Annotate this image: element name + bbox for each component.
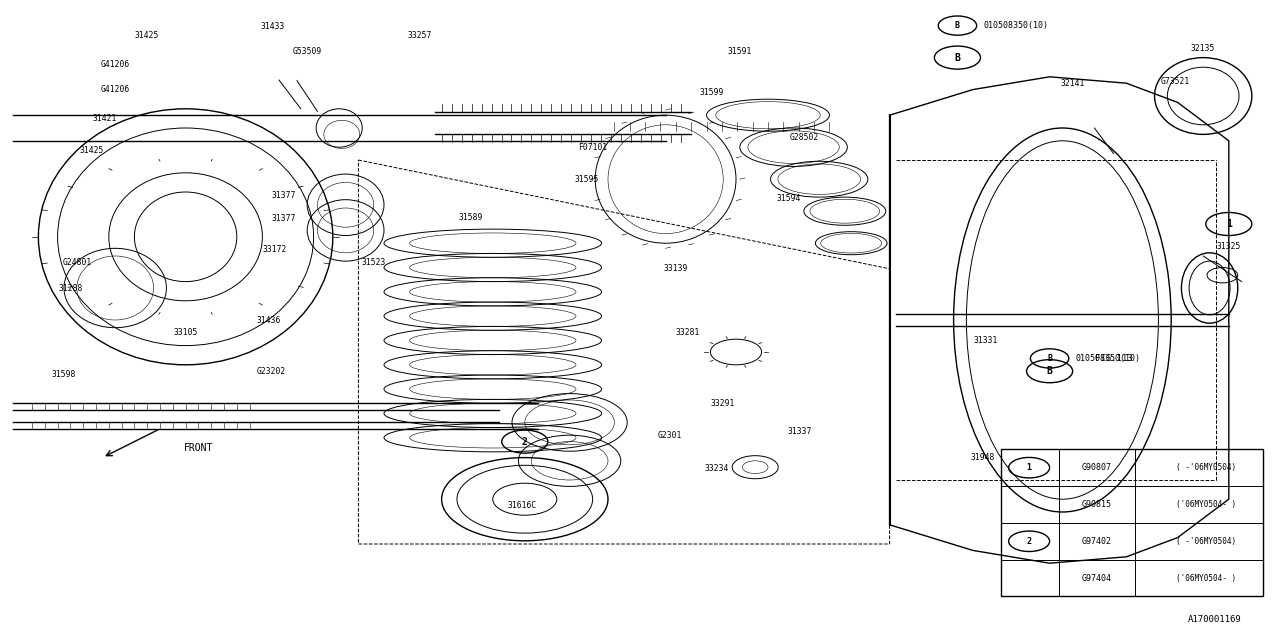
Text: B: B <box>955 21 960 30</box>
Text: 010508350(10): 010508350(10) <box>983 21 1048 30</box>
Text: 33281: 33281 <box>675 328 700 337</box>
Text: B: B <box>955 52 960 63</box>
Text: G2301: G2301 <box>657 431 682 440</box>
Text: 31595: 31595 <box>573 175 599 184</box>
Text: 31331: 31331 <box>973 336 998 345</box>
Text: 31599: 31599 <box>699 88 724 97</box>
Text: 2: 2 <box>1027 537 1032 546</box>
Text: 31377: 31377 <box>271 191 297 200</box>
Text: 31523: 31523 <box>361 258 387 267</box>
Text: 31425: 31425 <box>79 146 105 155</box>
Text: 1: 1 <box>1226 219 1231 229</box>
Text: G24801: G24801 <box>63 258 91 267</box>
Text: ('06MY0504- ): ('06MY0504- ) <box>1176 573 1235 582</box>
Text: 33172: 33172 <box>262 245 288 254</box>
Text: FIG.113: FIG.113 <box>1094 354 1133 363</box>
Text: G97402: G97402 <box>1082 537 1112 546</box>
Text: 1: 1 <box>1027 463 1032 472</box>
Text: A170001169: A170001169 <box>1188 615 1242 624</box>
Text: 31948: 31948 <box>970 453 996 462</box>
Text: 33234: 33234 <box>704 464 730 473</box>
Text: 31337: 31337 <box>787 428 813 436</box>
Text: 32141: 32141 <box>1060 79 1085 88</box>
Bar <box>1001 449 1263 596</box>
Text: 33291: 33291 <box>710 399 736 408</box>
Text: G53509: G53509 <box>293 47 321 56</box>
Text: 31589: 31589 <box>458 213 484 222</box>
Text: B: B <box>1047 366 1052 376</box>
Text: ('06MY0504- ): ('06MY0504- ) <box>1176 500 1235 509</box>
Text: 31377: 31377 <box>271 214 297 223</box>
Text: 31436: 31436 <box>256 316 282 324</box>
Text: 010508350(10): 010508350(10) <box>1075 354 1140 363</box>
Text: 2: 2 <box>522 436 527 447</box>
Text: 33105: 33105 <box>173 328 198 337</box>
Text: G23202: G23202 <box>257 367 285 376</box>
Text: G90807: G90807 <box>1082 463 1112 472</box>
Text: G73521: G73521 <box>1161 77 1189 86</box>
Text: G41206: G41206 <box>101 85 129 94</box>
Text: 31594: 31594 <box>776 194 801 203</box>
Text: 31288: 31288 <box>58 284 83 292</box>
Text: 33139: 33139 <box>663 264 689 273</box>
Text: 31433: 31433 <box>260 22 285 31</box>
Text: 31598: 31598 <box>51 370 77 379</box>
Text: B: B <box>1047 354 1052 363</box>
Text: 32135: 32135 <box>1190 44 1216 52</box>
Text: G97404: G97404 <box>1082 573 1112 582</box>
Text: 31616C: 31616C <box>508 501 536 510</box>
Text: 33257: 33257 <box>407 31 433 40</box>
Text: ( -'06MY0504): ( -'06MY0504) <box>1176 537 1235 546</box>
Text: G28502: G28502 <box>790 133 818 142</box>
Text: 31421: 31421 <box>92 114 118 123</box>
Text: 31425: 31425 <box>134 31 160 40</box>
Text: G41206: G41206 <box>101 60 129 68</box>
Text: G90815: G90815 <box>1082 500 1112 509</box>
Text: ( -'06MY0504): ( -'06MY0504) <box>1176 463 1235 472</box>
Text: 31591: 31591 <box>727 47 753 56</box>
Text: 31325: 31325 <box>1216 242 1242 251</box>
Text: F07101: F07101 <box>579 143 607 152</box>
Text: FRONT: FRONT <box>184 443 212 453</box>
